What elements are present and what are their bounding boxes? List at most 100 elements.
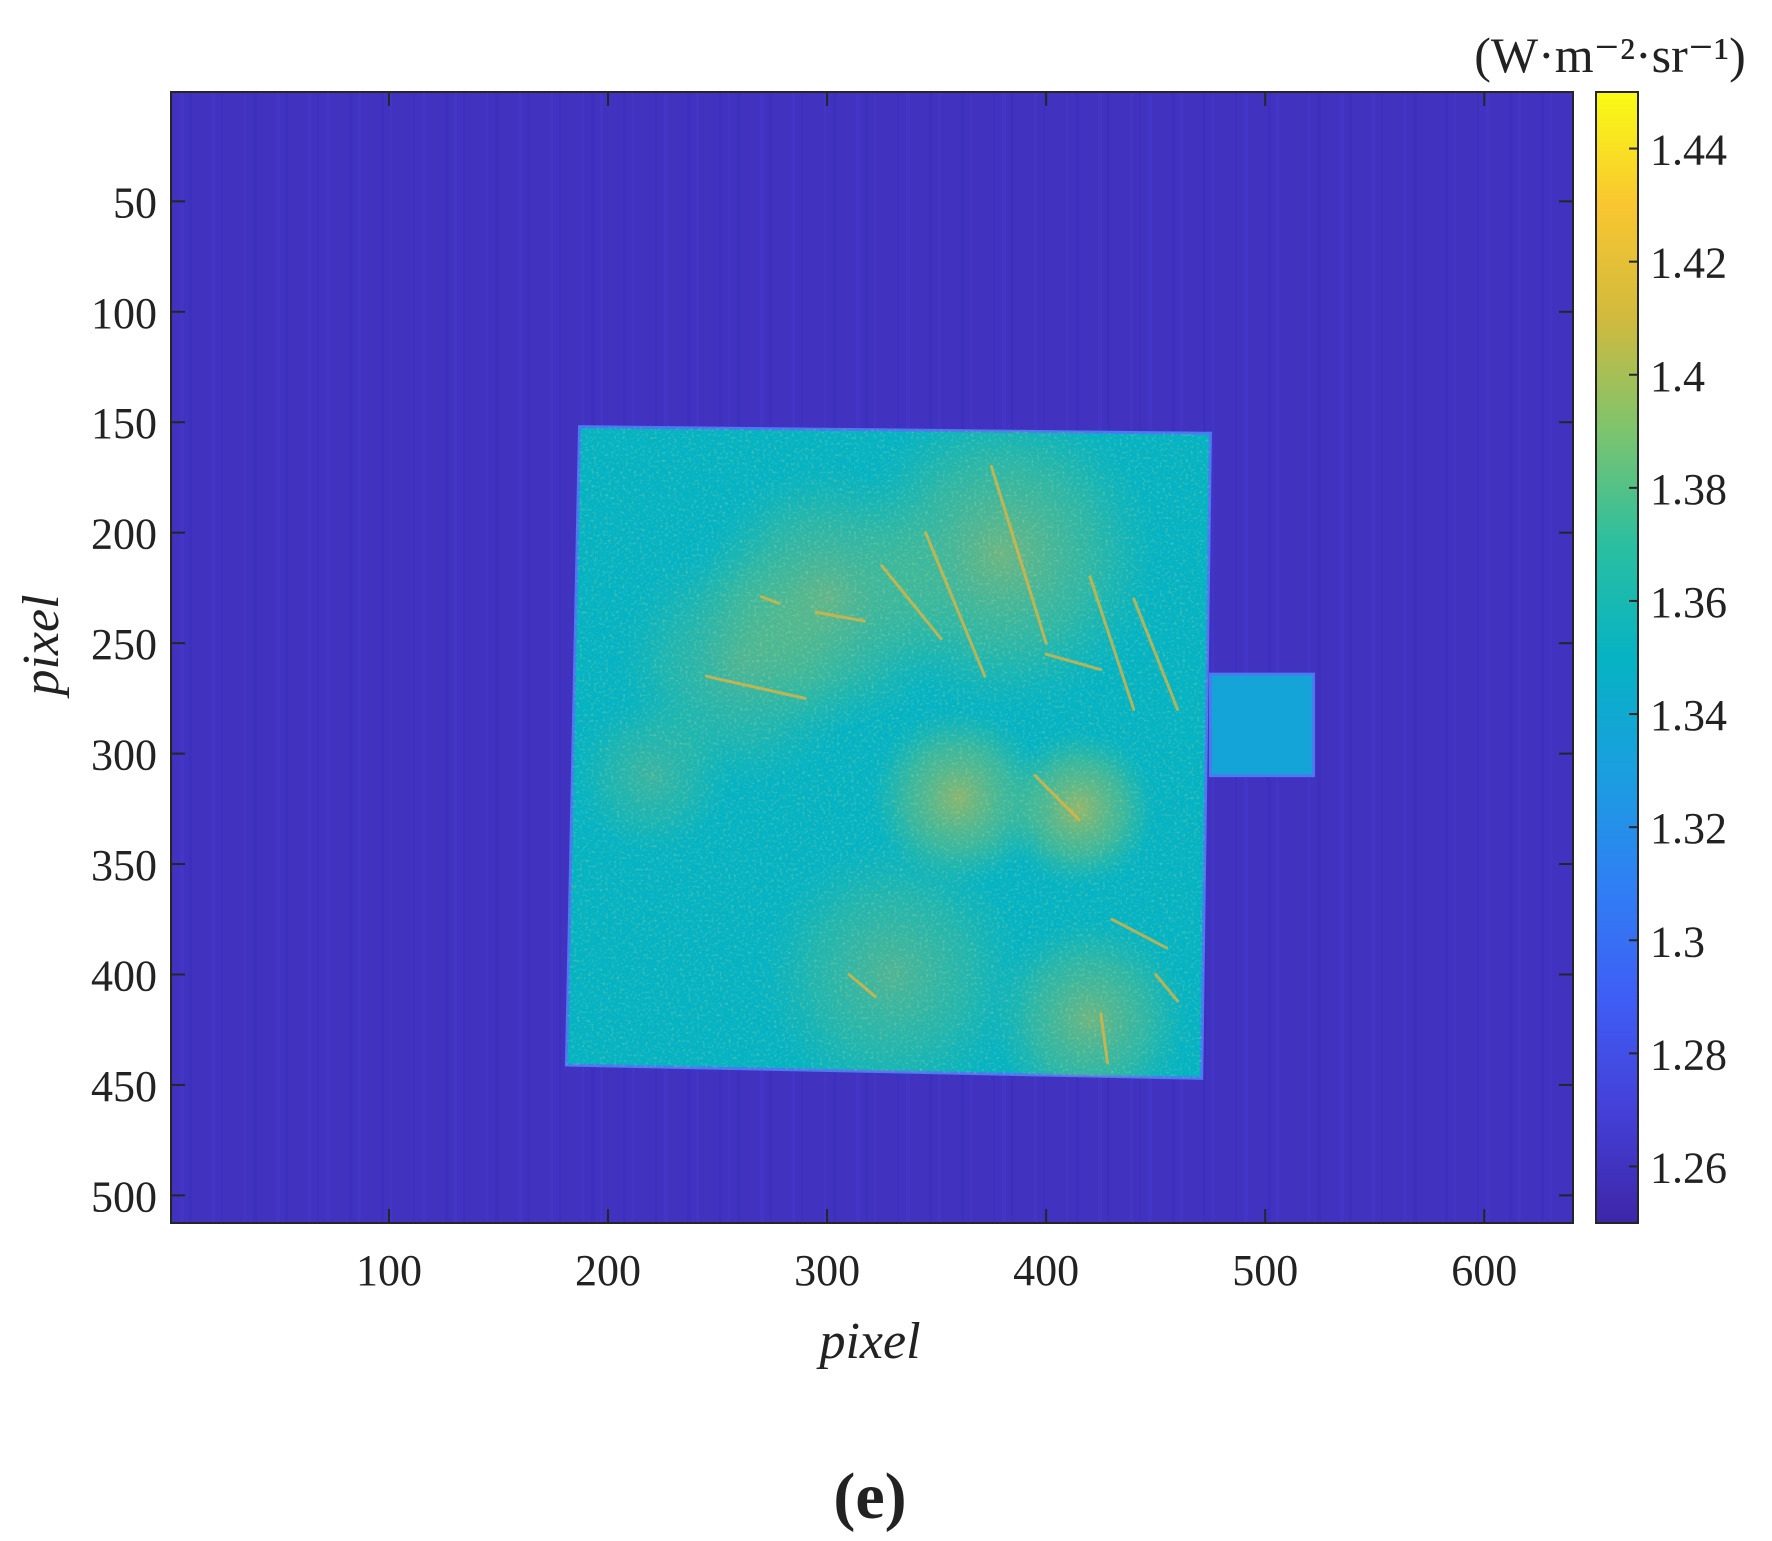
- background-stripe: [1413, 92, 1417, 1223]
- y-axis: 50 100 150 200 250 300 350 400 450 500: [91, 178, 1573, 1221]
- y-tick-label: 100: [91, 289, 157, 338]
- background-stripe: [1509, 92, 1513, 1223]
- colorbar-tick-label: 1.44: [1650, 126, 1727, 175]
- plot-frame: [170, 91, 1574, 1224]
- surface-streak: [705, 674, 807, 700]
- colorbar-ticks: 1.26 1.28 1.3 1.32 1.34 1.36 1.38 1.4 1.42 1.44: [1629, 126, 1727, 1192]
- background-stripe: [244, 92, 246, 1223]
- background-stripe: [422, 92, 426, 1223]
- background-stripe: [276, 92, 280, 1223]
- background-stripe: [221, 92, 223, 1223]
- speckle-noise: [566, 426, 1211, 1079]
- background-stripe: [1541, 92, 1544, 1223]
- background-stripe: [454, 92, 457, 1223]
- background-stripe: [1212, 92, 1214, 1223]
- surface-streak: [847, 972, 877, 999]
- background-stripe: [518, 92, 522, 1223]
- y-tick-label: 200: [91, 510, 157, 559]
- background-stripe: [1235, 92, 1237, 1223]
- background-stripe: [253, 92, 257, 1223]
- surface-streak: [1044, 652, 1103, 672]
- sample-texture: [566, 426, 1211, 1079]
- y-tick-label: 450: [91, 1062, 157, 1111]
- background-stripe: [445, 92, 449, 1223]
- background-stripe: [1276, 92, 1279, 1223]
- y-tick-label: 150: [91, 399, 157, 448]
- background-stripe: [1267, 92, 1271, 1223]
- background-stripe: [463, 92, 465, 1223]
- colorbar-unit-label: (W·m⁻²·sr⁻¹): [1474, 27, 1746, 83]
- background-stripe: [1372, 92, 1375, 1223]
- background-stripe: [317, 92, 319, 1223]
- colorbar-tick-label: 1.38: [1650, 465, 1727, 514]
- surface-streak: [1033, 774, 1081, 822]
- background-stripe: [495, 92, 499, 1223]
- surface-streak: [1110, 917, 1169, 950]
- x-tick-label: 600: [1451, 1246, 1517, 1295]
- surface-streak: [759, 595, 781, 605]
- colorbar-tick-label: 1.28: [1650, 1030, 1727, 1079]
- reference-patch-region: [1208, 672, 1315, 778]
- background-stripe: [1340, 92, 1344, 1223]
- surface-streak: [1088, 575, 1136, 711]
- y-axis-label: pixel: [13, 594, 70, 699]
- background-stripe: [326, 92, 330, 1223]
- surface-streak: [1099, 1012, 1109, 1065]
- background-stripe: [1550, 92, 1552, 1223]
- y-tick-label: 400: [91, 951, 157, 1000]
- background-stripe: [1317, 92, 1321, 1223]
- background-stripe: [1381, 92, 1383, 1223]
- colorbar: [1595, 91, 1639, 1224]
- background-stripe: [1349, 92, 1352, 1223]
- x-axis-label: pixel: [815, 1313, 920, 1370]
- surface-streak: [880, 564, 943, 641]
- background-stripe: [381, 92, 384, 1223]
- colorbar-tick-label: 1.4: [1650, 352, 1705, 401]
- background-stripe: [1308, 92, 1310, 1223]
- background-stripe: [1445, 92, 1448, 1223]
- y-tick-label: 300: [91, 731, 157, 780]
- colorbar-tick-label: 1.26: [1650, 1143, 1727, 1192]
- x-tick-label: 200: [575, 1246, 641, 1295]
- background-stripe: [308, 92, 311, 1223]
- x-tick-label: 400: [1013, 1246, 1079, 1295]
- background-stripe: [390, 92, 392, 1223]
- x-axis: 100 200 300 400 500 600: [356, 92, 1517, 1295]
- background-stripe: [1486, 92, 1490, 1223]
- x-tick-label: 300: [794, 1246, 860, 1295]
- regions: [564, 425, 1315, 1080]
- background-stripe: [559, 92, 561, 1223]
- colorbar-tick-label: 1.32: [1650, 804, 1727, 853]
- y-tick-label: 500: [91, 1172, 157, 1221]
- background-stripe: [358, 92, 361, 1223]
- background-stripe: [285, 92, 288, 1223]
- colorbar-tick-label: 1.36: [1650, 578, 1727, 627]
- surface-streak: [989, 464, 1048, 645]
- background-stripe: [1518, 92, 1521, 1223]
- surface-streak: [1154, 972, 1180, 1003]
- surface-streak: [1132, 597, 1180, 711]
- y-tick-label: 50: [113, 178, 157, 227]
- y-tick-label: 250: [91, 620, 157, 669]
- background-stripe: [527, 92, 530, 1223]
- colorbar-tick-label: 1.34: [1650, 691, 1727, 740]
- background-stripe: [1404, 92, 1406, 1223]
- background-stripe: [413, 92, 415, 1223]
- surface-streak: [814, 610, 866, 623]
- background-stripe: [1454, 92, 1456, 1223]
- x-tick-label: 500: [1232, 1246, 1298, 1295]
- panel-label: (e): [833, 1460, 906, 1533]
- background-stripe: [550, 92, 553, 1223]
- background-stripe: [1477, 92, 1479, 1223]
- background-stripe: [349, 92, 353, 1223]
- colorbar-tick-label: 1.42: [1650, 239, 1727, 288]
- background-stripe: [180, 92, 184, 1223]
- y-tick-label: 350: [91, 841, 157, 890]
- x-tick-label: 100: [356, 1246, 422, 1295]
- surface-streak: [924, 531, 987, 678]
- background-stripe: [486, 92, 488, 1223]
- background-stripe: [189, 92, 192, 1223]
- background-stripe: [212, 92, 215, 1223]
- background-stripe: [1244, 92, 1248, 1223]
